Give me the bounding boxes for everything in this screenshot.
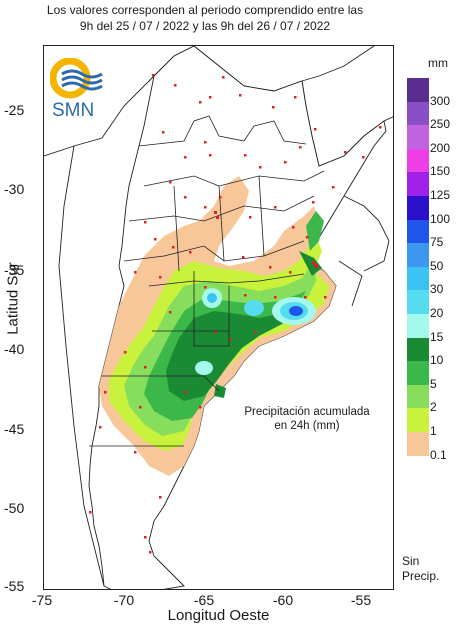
- legend-swatch: [407, 384, 429, 409]
- smn-logo-text: SMN: [52, 100, 95, 121]
- legend-unit: mm: [428, 56, 448, 70]
- color-legend: [407, 78, 429, 456]
- legend-swatch: [407, 148, 429, 173]
- y-tick: -25: [4, 102, 25, 118]
- legend-swatch: [407, 172, 429, 196]
- header-line-1: Los valores corresponden al periodo comp…: [46, 3, 364, 17]
- x-tick: -60: [272, 592, 294, 608]
- legend-swatch: [407, 290, 429, 314]
- legend-label: 125: [430, 188, 451, 202]
- legend-swatch: [407, 313, 429, 338]
- legend-label: 100: [430, 211, 451, 226]
- legend-swatch: [407, 337, 429, 362]
- legend-label: 1: [430, 424, 437, 438]
- x-tick: -75: [31, 592, 53, 608]
- y-tick: -35: [4, 262, 25, 278]
- legend-label: 50: [430, 258, 444, 273]
- x-axis-label: Longitud Oeste: [167, 607, 270, 624]
- x-tick: -65: [193, 592, 215, 608]
- y-tick: -40: [4, 341, 25, 357]
- legend-swatch: [407, 408, 429, 432]
- y-tick: -50: [4, 500, 25, 516]
- legend-swatch: [407, 195, 429, 220]
- legend-label: 75: [430, 235, 444, 250]
- y-tick: -30: [4, 181, 25, 197]
- legend-label: 200: [430, 140, 451, 155]
- no-precip-line-1: Sin: [402, 554, 420, 568]
- legend-label: 20: [430, 306, 444, 320]
- legend-swatch: [407, 266, 429, 291]
- map-annotation: Precipitación acumulada en 24h (mm): [232, 405, 382, 433]
- legend-label: 300: [430, 93, 451, 108]
- legend-swatch: [407, 361, 429, 385]
- legend-label: 15: [430, 329, 444, 344]
- map-header: Los valores corresponden al periodo comp…: [0, 2, 410, 34]
- no-precip-label: Sin Precip.: [402, 554, 439, 584]
- legend-label: 10: [430, 353, 444, 368]
- legend-label: 250: [430, 117, 451, 132]
- province-borders: [89, 115, 325, 447]
- legend-swatch: [407, 101, 429, 126]
- legend-swatch: [407, 125, 429, 149]
- precipitation-map: SMN: [43, 45, 394, 590]
- legend-label: 150: [430, 164, 451, 179]
- legend-swatch: [407, 78, 429, 102]
- legend-label: 0.1: [430, 447, 447, 462]
- legend-swatch: [407, 243, 429, 267]
- legend-label: 30: [430, 282, 444, 297]
- legend-label: 5: [430, 376, 437, 391]
- weather-stations: [89, 74, 382, 554]
- y-axis-label: Latitud Sur: [4, 262, 22, 335]
- header-line-2: 9h del 25 / 07 / 2022 y las 9h del 26 / …: [79, 19, 331, 33]
- legend-swatch: [407, 431, 429, 456]
- x-tick: -55: [350, 592, 372, 608]
- y-tick: -45: [4, 421, 25, 437]
- y-tick: -55: [4, 578, 25, 594]
- map-canvas: [44, 46, 393, 589]
- legend-label: 2: [430, 400, 437, 415]
- smn-logo-icon: [49, 57, 110, 124]
- annotation-line-2: en 24h (mm): [274, 420, 340, 432]
- legend-swatch: [407, 219, 429, 244]
- no-precip-line-2: Precip.: [402, 569, 440, 583]
- x-tick: -70: [113, 592, 135, 608]
- annotation-line-1: Precipitación acumulada: [244, 406, 370, 418]
